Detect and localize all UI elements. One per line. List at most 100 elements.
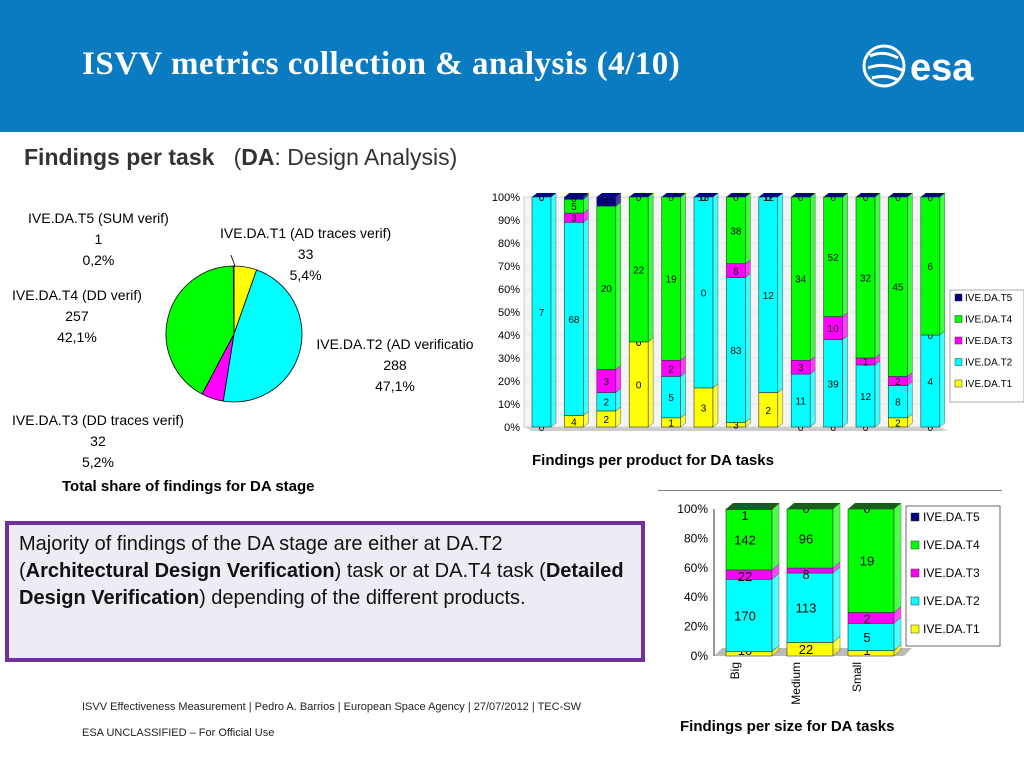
- product-data-label: 0: [766, 193, 772, 204]
- product-bar-top: [726, 193, 751, 197]
- size-bar-top: [848, 503, 901, 509]
- product-data-label: 68: [568, 315, 580, 326]
- product-data-label: 0: [928, 423, 934, 434]
- product-bar-side: [647, 192, 654, 343]
- product-data-label: 6: [928, 262, 934, 273]
- product-bar-top: [532, 193, 556, 197]
- product-data-label: 0: [539, 193, 545, 204]
- product-chart-caption: Findings per product for DA tasks: [532, 452, 774, 469]
- product-bar-side: [842, 335, 848, 428]
- product-bar-side: [745, 272, 751, 423]
- pie-label-t3-value: 32: [90, 433, 106, 449]
- product-data-label: 0: [798, 423, 804, 434]
- pie-leader-t5: [230, 255, 236, 267]
- product-bar-side: [842, 192, 848, 318]
- product-data-label: 0: [668, 193, 674, 204]
- note-part-2: ) task or at DA.T4 task (: [334, 560, 546, 582]
- product-data-label: 0: [830, 193, 836, 204]
- product-data-label: 4: [571, 417, 577, 428]
- product-data-label: 5: [668, 393, 674, 404]
- size-bar-top: [787, 503, 840, 509]
- section-subtitle: Findings per task (DA: Design Analysis): [24, 144, 457, 171]
- product-data-label: 34: [795, 275, 807, 286]
- pie-label-t5: IVE.DA.T5 (SUM verif) 1 0,2%: [28, 208, 169, 271]
- size-legend-label: IVE.DA.T5: [923, 510, 980, 524]
- product-legend-label: IVE.DA.T1: [965, 379, 1013, 390]
- product-bar-top: [856, 193, 880, 197]
- product-bar-side: [583, 192, 589, 200]
- product-data-label: 8: [733, 267, 739, 278]
- product-data-label: 0: [701, 288, 707, 299]
- product-data-label: 3: [798, 363, 804, 374]
- note-bold-2: Detailed Design Verification: [19, 560, 624, 609]
- size-x-tick: Small: [850, 662, 864, 692]
- size-data-label: 22: [799, 642, 813, 657]
- product-data-label: 0: [571, 194, 577, 205]
- pie-label-t3: IVE.DA.T3 (DD traces verif) 32 5,2%: [12, 410, 184, 473]
- product-bar-top: [823, 193, 848, 197]
- product-legend-swatch: [954, 336, 963, 345]
- pie-label-t1-pct: 5,4%: [289, 267, 322, 283]
- product-data-label: 0: [766, 193, 772, 204]
- pie-label-t1-value: 33: [297, 246, 314, 262]
- product-data-label: 0: [539, 193, 545, 204]
- product-bar-side: [874, 192, 881, 359]
- size-bar-side: [771, 572, 780, 653]
- size-bar-segment: [847, 508, 895, 613]
- slide-title: ISVV metrics collection & analysis (4/10…: [82, 46, 681, 82]
- pie-label-t5-value: 1: [94, 231, 103, 247]
- product-data-label: 45: [892, 283, 904, 294]
- product-bar-chart: 0% 10% 20% 30% 40% 50% 60% 70% 80% 90% 100% 0 7 0 0 0 4…: [492, 192, 1024, 434]
- product-y-tick: 10%: [498, 399, 520, 411]
- size-legend-label: IVE.DA.T3: [923, 566, 980, 580]
- product-bar-side: [615, 364, 622, 394]
- size-data-label: 96: [799, 532, 813, 547]
- product-y-tick: 90%: [498, 215, 520, 227]
- header-bar: ISVV metrics collection & analysis (4/10…: [0, 0, 1024, 132]
- size-x-tick: Big: [728, 662, 742, 679]
- product-data-label: 0: [733, 193, 739, 204]
- size-data-label: 1: [741, 508, 748, 523]
- product-bar-side: [647, 337, 654, 428]
- size-legend-swatch: [910, 568, 920, 578]
- subtitle-bold: Findings per task: [24, 144, 215, 170]
- product-bar-top: [694, 193, 718, 197]
- size-bar-segment: [786, 567, 834, 574]
- size-y-tick: 60%: [684, 561, 708, 575]
- product-data-label: 0: [539, 423, 545, 434]
- product-data-label: 11: [796, 397, 807, 408]
- product-legend-swatch: [954, 358, 963, 366]
- product-bar-top: [920, 193, 945, 197]
- product-data-label: 0: [636, 338, 642, 349]
- pie-label-t2-value: 288: [383, 357, 407, 373]
- product-data-label: 22: [633, 265, 645, 276]
- product-bar-top: [888, 193, 913, 197]
- size-bar-side: [893, 502, 902, 613]
- product-data-label: 0: [701, 193, 707, 204]
- product-bar-side: [680, 192, 686, 361]
- product-data-label: 3: [701, 403, 707, 414]
- subtitle-rest: : Design Analysis): [274, 144, 458, 170]
- product-data-label: 32: [860, 274, 872, 285]
- product-data-label: 0: [636, 193, 642, 204]
- product-data-label: 2: [604, 415, 610, 426]
- product-data-label: 0: [701, 193, 707, 204]
- size-legend-label: IVE.DA.T4: [923, 538, 980, 552]
- pie-slice-t2: [222, 269, 303, 403]
- product-y-tick: 0%: [504, 422, 520, 434]
- product-data-label: 0: [895, 193, 901, 204]
- product-legend-label: IVE.DA.T2: [965, 358, 1013, 369]
- product-data-label: 2: [895, 418, 901, 429]
- product-data-label: 0: [539, 193, 545, 204]
- footer-classification: ESA UNCLASSIFIED – For Official Use: [82, 727, 275, 739]
- esa-logo-text: esa: [910, 47, 974, 89]
- product-data-label: 0: [863, 423, 869, 434]
- product-bar-side: [615, 192, 622, 207]
- size-data-label: 113: [796, 601, 817, 616]
- product-bar-top: [758, 193, 783, 197]
- product-y-tick: 60%: [498, 284, 520, 296]
- size-legend-label: IVE.DA.T2: [923, 594, 980, 608]
- product-bar-side: [809, 192, 816, 361]
- note-part-1: Majority of findings of the DA stage are…: [19, 533, 503, 582]
